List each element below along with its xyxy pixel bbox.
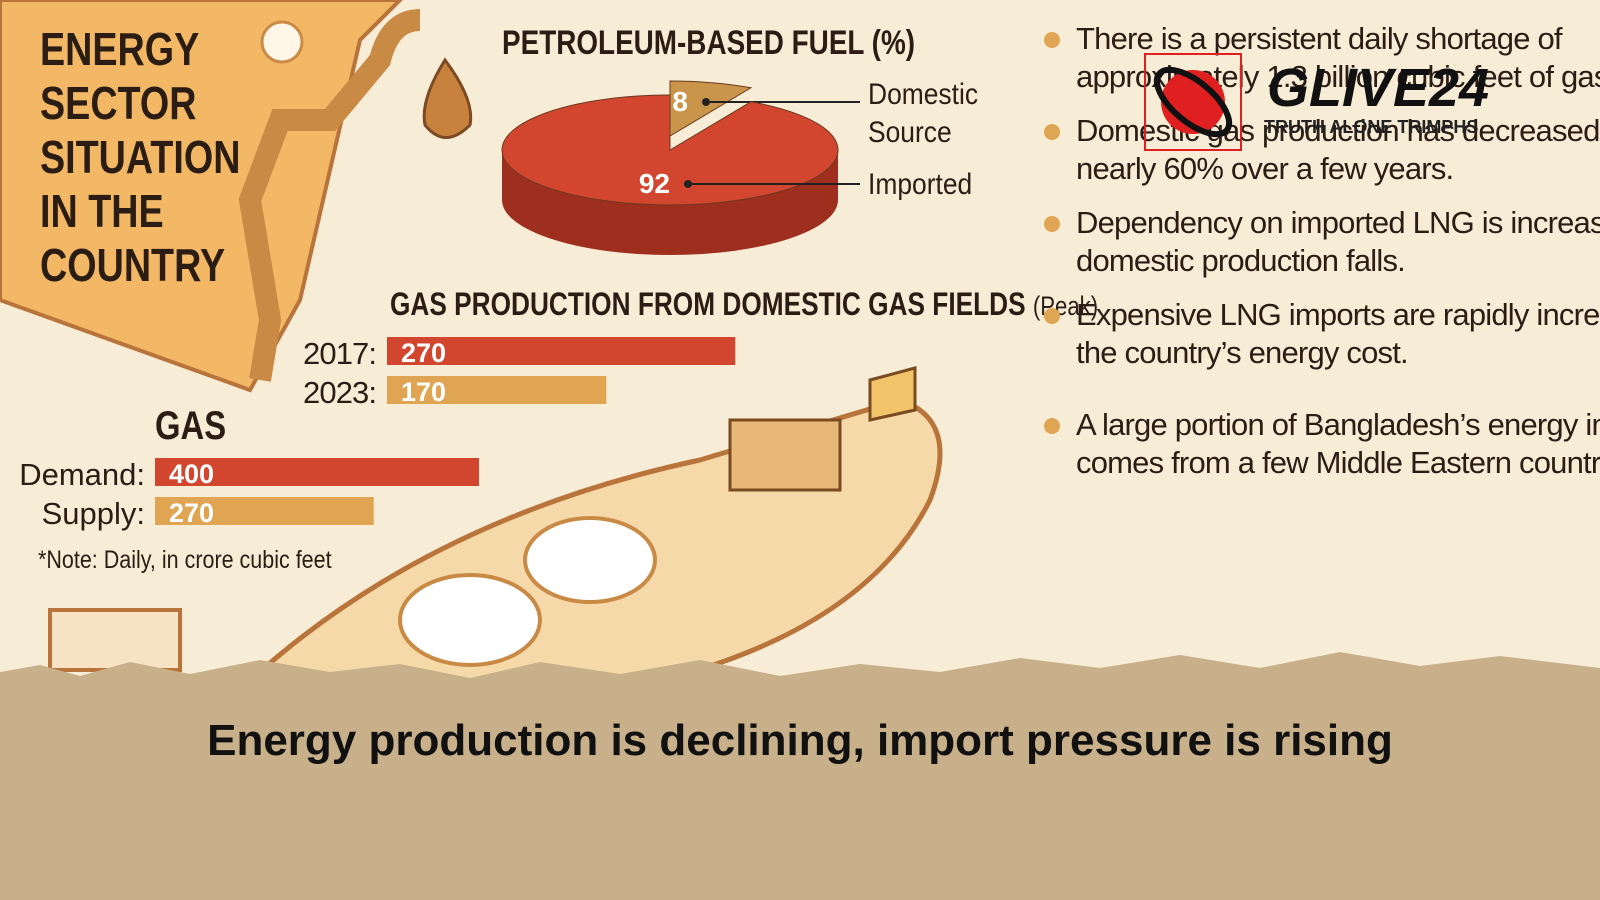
pie-value-label: 92 [639,168,670,199]
pie-slice [669,80,753,137]
ship-tank [523,516,657,604]
pie-value-label: 8 [672,86,688,117]
bar-category-label: 2017: [303,336,377,371]
bar-category-label: Demand: [19,457,145,492]
bar [155,458,479,486]
bar-category-label: Supply: [42,496,145,531]
title: ENERGY SECTOR SITUATION IN THE COUNTRY [40,23,241,291]
bar [387,376,607,404]
bullet: Dependency on imported LNG is increasing… [1040,204,1600,280]
bar [155,497,374,525]
pie-label: Domestic Source [868,78,979,149]
bullet: Expensive LNG imports are rapidly increa… [1040,296,1600,372]
pie-title: PETROLEUM-BASED FUEL (%) [502,24,916,62]
bar-title-text: GAS PRODUCTION FROM DOMESTIC GAS FIELDS [390,286,1026,322]
bar [387,337,736,365]
icon [260,20,304,64]
bar-value-label: 270 [401,338,446,368]
bar-title: GAS [155,404,227,448]
ship-flag [868,366,917,422]
bar-category-label: 2023: [303,375,377,410]
pie-side [502,150,838,255]
pie-slice [501,94,839,206]
bar-subtitle: (Peak) [1032,291,1099,321]
bar-value-label: 170 [401,377,446,407]
bullet-list: There is a persistent daily shortage of … [1040,20,1600,660]
torn-paper [0,652,1600,900]
bar-title: GAS PRODUCTION FROM DOMESTIC GAS FIELDS … [390,286,1098,323]
bar-value-label: 400 [169,459,214,489]
ship-tank [398,573,542,667]
truck [48,608,182,672]
bullet: A large portion of Bangladesh’s energy i… [1040,406,1600,482]
bar-value-label: 270 [169,498,214,528]
oil-drop [422,57,473,139]
leader-dot [702,98,710,106]
caption: Energy production is declining, import p… [207,716,1393,765]
ship-cabin [728,418,842,492]
leader-dot [684,180,692,188]
note: *Note: Daily, in crore cubic feet [38,546,332,574]
fuel-nozzle [238,9,421,382]
logo-name: GLIVE24 [1267,58,1490,118]
pie-label: Imported [868,168,973,201]
left-panel [0,0,403,393]
logo-tagline: TRUTH ALONE TRIMPHS [1264,117,1479,137]
logo: GLIVE24 TRUTH ALONE TRIMPHS [1142,55,1522,155]
